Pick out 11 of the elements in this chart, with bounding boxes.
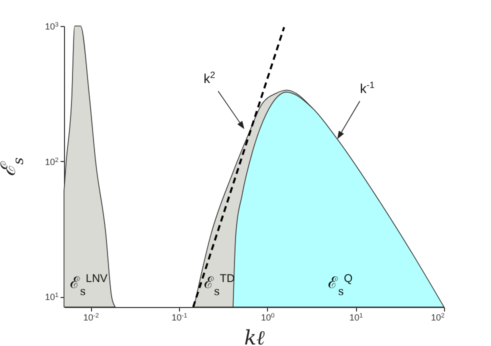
y-tick-label: 10$^{2}$ xyxy=(44,156,59,167)
y-tick-label: 10$^{3}$ xyxy=(44,21,59,32)
x-tick-label: 10$^{2}$ xyxy=(430,312,445,322)
annotation: k$^{-1}$ xyxy=(360,80,375,96)
x-tick-label: 10$^{-2}$ xyxy=(83,312,100,322)
y-tick-label: 10$^{1}$ xyxy=(44,292,59,302)
x-tick-label: 10$^{1}$ xyxy=(349,312,364,322)
x-tick-label: 10$^{-1}$ xyxy=(172,312,188,322)
x-axis-title: kℓ xyxy=(244,326,266,346)
x-tick-label: 10$^{0}$ xyxy=(261,312,276,322)
annotation: k$^{2}$ xyxy=(204,70,216,86)
